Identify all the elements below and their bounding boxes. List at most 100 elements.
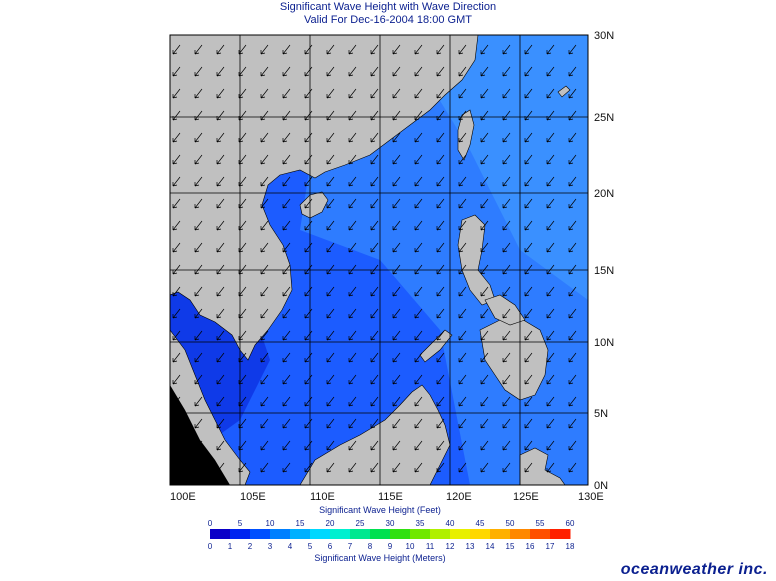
wave-arrow: [392, 154, 401, 165]
meter-tick-label: 14: [486, 542, 495, 551]
wave-arrow: [172, 66, 181, 77]
wave-arrow: [392, 418, 401, 429]
feet-tick-label: 25: [356, 519, 365, 528]
wave-arrow: [216, 418, 225, 429]
feet-tick-label: 40: [446, 519, 455, 528]
wave-arrow: [194, 418, 203, 429]
wave-arrow: [260, 66, 269, 77]
wave-arrow: [370, 44, 379, 55]
feet-tick-label: 50: [506, 519, 515, 528]
wave-arrow: [172, 154, 181, 165]
wave-arrow: [480, 330, 489, 341]
wave-arrow: [414, 66, 423, 77]
wave-arrow: [458, 110, 467, 121]
meter-tick-label: 0: [208, 542, 213, 551]
wave-arrow: [282, 242, 291, 253]
wave-arrow: [260, 220, 269, 231]
wave-arrow: [282, 110, 291, 121]
wave-arrow: [348, 396, 357, 407]
meter-tick-label: 12: [446, 542, 455, 551]
wave-arrow: [194, 462, 203, 473]
wave-arrow: [414, 88, 423, 99]
wave-arrow: [172, 462, 181, 473]
wave-arrow: [172, 110, 181, 121]
lat-label: 5N: [594, 408, 608, 420]
wave-arrow: [502, 44, 511, 55]
wave-arrow: [282, 198, 291, 209]
map-title: Significant Wave Height with Wave Direct…: [279, 1, 497, 13]
wave-arrow: [348, 330, 357, 341]
wave-arrow: [480, 176, 489, 187]
wave-arrow: [194, 440, 203, 451]
colorbar-segment: [210, 529, 231, 539]
wave-arrow: [568, 88, 577, 99]
wave-arrow: [260, 418, 269, 429]
colorbar-segment: [370, 529, 391, 539]
lon-label: 100E: [170, 491, 196, 503]
wave-arrow: [392, 220, 401, 231]
feet-tick-label: 15: [296, 519, 305, 528]
meter-tick-label: 15: [506, 542, 515, 551]
wave-arrow: [326, 44, 335, 55]
colorbar-segment: [450, 529, 471, 539]
wave-arrow: [502, 352, 511, 363]
wave-arrow: [458, 286, 467, 297]
wave-arrow: [370, 308, 379, 319]
land-okinawa: [557, 85, 571, 98]
wave-arrow: [238, 220, 247, 231]
wave-arrow: [524, 154, 533, 165]
colorbar-meter-ticks: 0 1 2 3 4 5 6 7 8 9 10 11 12 13 14 15 16 17 18: [208, 542, 575, 551]
wave-arrow: [458, 396, 467, 407]
wave-arrow: [392, 352, 401, 363]
wave-arrow: [304, 176, 313, 187]
oceanweather-logo: oceanweather inc.: [620, 561, 768, 578]
wave-arrow: [194, 154, 203, 165]
wave-arrow: [194, 110, 203, 121]
wave-arrow: [392, 264, 401, 275]
wave-arrow: [326, 110, 335, 121]
lat-label: 25N: [594, 112, 614, 124]
wave-arrow: [172, 396, 181, 407]
lon-label: 120E: [446, 491, 472, 503]
wave-arrow: [502, 132, 511, 143]
wave-arrow: [502, 176, 511, 187]
wave-arrow: [282, 44, 291, 55]
meter-tick-label: 8: [368, 542, 373, 551]
wave-arrow: [260, 44, 269, 55]
wave-arrow: [480, 66, 489, 77]
wave-arrow: [282, 220, 291, 231]
wave-arrow: [282, 176, 291, 187]
wave-arrow: [348, 462, 357, 473]
wave-arrow: [436, 176, 445, 187]
wave-arrow: [392, 176, 401, 187]
meter-tick-label: 16: [526, 542, 535, 551]
wave-arrow: [282, 132, 291, 143]
wave-arrow: [568, 396, 577, 407]
wave-arrow: [370, 220, 379, 231]
wave-arrow: [480, 110, 489, 121]
wave-arrow: [216, 242, 225, 253]
wave-arrow: [326, 286, 335, 297]
wave-arrow: [238, 242, 247, 253]
wave-arrow: [238, 462, 247, 473]
wave-arrow: [480, 220, 489, 231]
wave-arrow: [524, 396, 533, 407]
wave-arrow: [282, 330, 291, 341]
wave-arrow: [458, 352, 467, 363]
wave-arrow: [326, 242, 335, 253]
wave-arrow: [304, 264, 313, 275]
lat-label: 30N: [594, 30, 614, 42]
wave-arrow: [216, 308, 225, 319]
wave-arrow: [458, 462, 467, 473]
map-valid-time: Valid For Dec-16-2004 18:00 GMT: [304, 14, 472, 26]
wave-arrow: [392, 286, 401, 297]
wave-arrow: [524, 176, 533, 187]
wave-arrow: [348, 264, 357, 275]
wave-arrow: [414, 242, 423, 253]
wave-arrow: [370, 286, 379, 297]
wave-arrow: [238, 352, 247, 363]
wave-arrow: [304, 220, 313, 231]
wave-arrow: [370, 66, 379, 77]
wave-arrow: [524, 462, 533, 473]
